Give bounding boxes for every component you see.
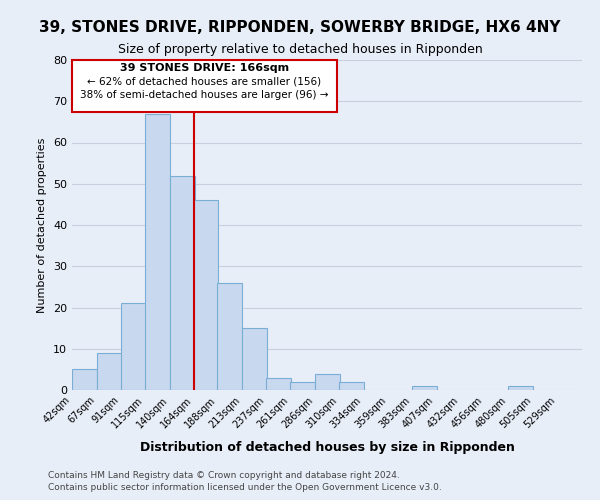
Bar (97, 353, 122, 390)
X-axis label: Distribution of detached houses by size in Ripponden: Distribution of detached houses by size … (140, 441, 514, 454)
Bar (72, 370, 97, 390)
Bar (290, 382, 315, 390)
Text: ← 62% of detached houses are smaller (156): ← 62% of detached houses are smaller (15… (88, 76, 322, 86)
Bar (412, 386, 437, 390)
Bar (242, 328, 267, 390)
Text: Contains public sector information licensed under the Open Government Licence v3: Contains public sector information licen… (48, 484, 442, 492)
Text: Size of property relative to detached houses in Ripponden: Size of property relative to detached ho… (118, 42, 482, 56)
Bar (339, 382, 364, 390)
Bar (121, 304, 146, 390)
Y-axis label: Number of detached properties: Number of detached properties (37, 138, 47, 312)
Text: 38% of semi-detached houses are larger (96) →: 38% of semi-detached houses are larger (… (80, 90, 329, 100)
Bar (315, 374, 340, 390)
Bar (217, 283, 242, 390)
FancyBboxPatch shape (72, 60, 337, 112)
Bar (508, 386, 533, 390)
Text: Contains HM Land Registry data © Crown copyright and database right 2024.: Contains HM Land Registry data © Crown c… (48, 471, 400, 480)
Text: 39, STONES DRIVE, RIPPONDEN, SOWERBY BRIDGE, HX6 4NY: 39, STONES DRIVE, RIPPONDEN, SOWERBY BRI… (39, 20, 561, 35)
Text: 39 STONES DRIVE: 166sqm: 39 STONES DRIVE: 166sqm (120, 64, 289, 74)
Bar (194, 200, 218, 390)
Bar (170, 176, 194, 390)
Bar (145, 114, 170, 390)
Bar (266, 378, 291, 390)
